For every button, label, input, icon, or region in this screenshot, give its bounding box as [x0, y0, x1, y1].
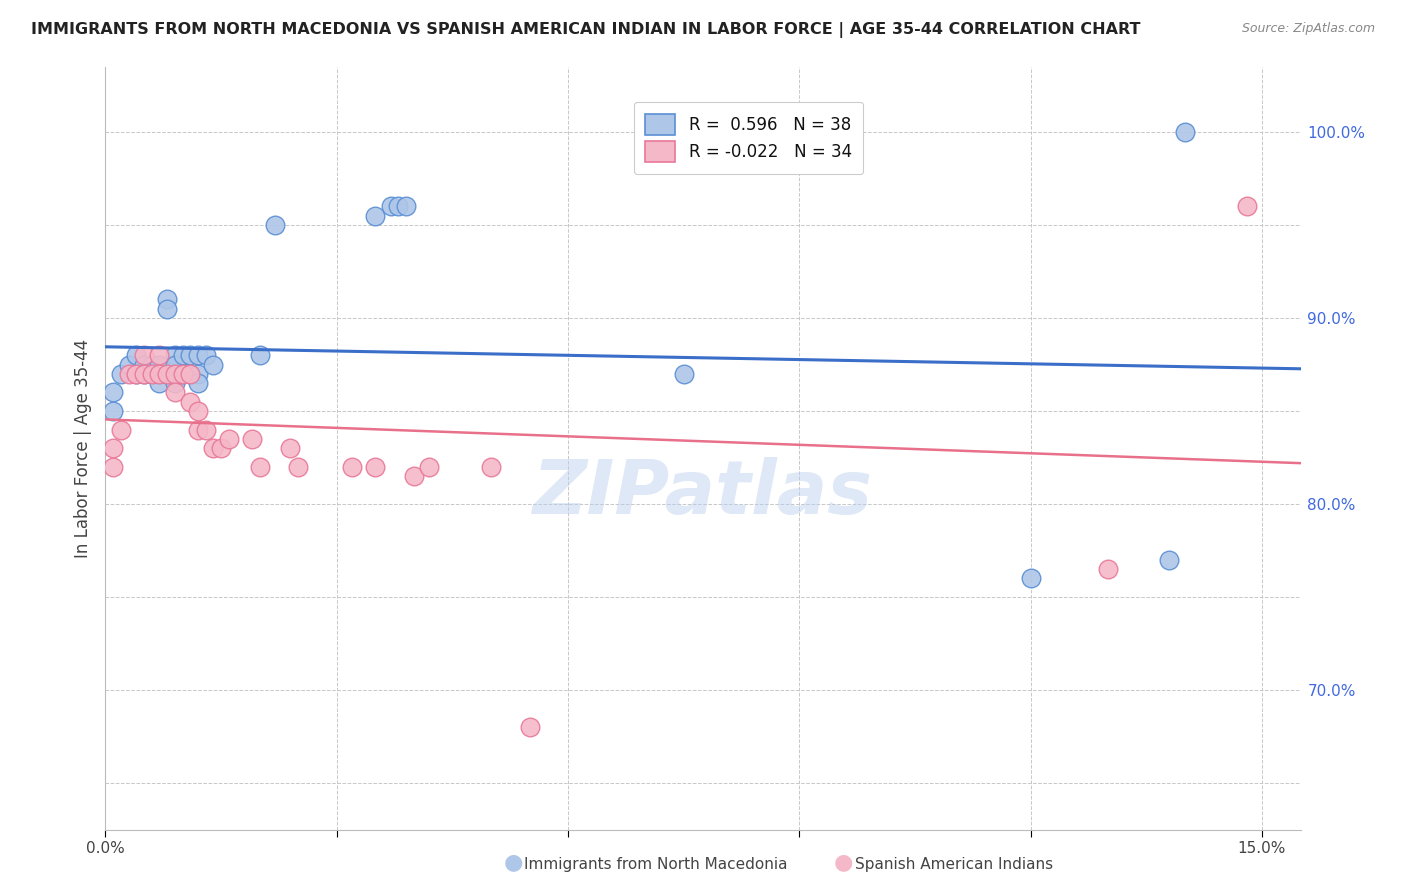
Point: [194, 348, 217, 362]
Point: [148, 367, 170, 381]
Point: [148, 376, 170, 391]
Point: [125, 348, 148, 362]
Point: [202, 441, 225, 455]
Point: [163, 358, 186, 372]
Point: [519, 720, 541, 734]
Point: [132, 348, 155, 362]
Point: [249, 348, 271, 362]
Point: [364, 459, 387, 474]
Point: [1019, 571, 1042, 585]
Point: [280, 441, 302, 455]
Point: [132, 358, 155, 372]
Point: [156, 301, 179, 316]
Text: ●: ●: [503, 853, 523, 872]
Point: [148, 358, 170, 372]
Point: [156, 293, 179, 307]
Point: [187, 404, 209, 418]
Point: [395, 199, 418, 213]
Point: [240, 432, 263, 446]
Point: [101, 459, 124, 474]
Text: Spanish American Indians: Spanish American Indians: [855, 857, 1053, 872]
Point: [418, 459, 440, 474]
Point: [141, 367, 163, 381]
Point: [125, 367, 148, 381]
Legend: R =  0.596   N = 38, R = -0.022   N = 34: R = 0.596 N = 38, R = -0.022 N = 34: [634, 102, 863, 174]
Point: [163, 376, 186, 391]
Point: [1174, 125, 1197, 139]
Point: [340, 459, 363, 474]
Point: [380, 199, 402, 213]
Text: IMMIGRANTS FROM NORTH MACEDONIA VS SPANISH AMERICAN INDIAN IN LABOR FORCE | AGE : IMMIGRANTS FROM NORTH MACEDONIA VS SPANI…: [31, 22, 1140, 38]
Point: [202, 358, 225, 372]
Point: [179, 367, 201, 381]
Point: [132, 367, 155, 381]
Point: [132, 367, 155, 381]
Point: [141, 358, 163, 372]
Point: [172, 367, 194, 381]
Point: [141, 367, 163, 381]
Text: Immigrants from North Macedonia: Immigrants from North Macedonia: [524, 857, 787, 872]
Point: [364, 209, 387, 223]
Point: [125, 367, 148, 381]
Point: [1097, 562, 1119, 576]
Point: [249, 459, 271, 474]
Point: [287, 459, 309, 474]
Point: [179, 394, 201, 409]
Point: [187, 367, 209, 381]
Point: [148, 348, 170, 362]
Point: [156, 367, 179, 381]
Point: [110, 367, 132, 381]
Text: ●: ●: [834, 853, 853, 872]
Point: [672, 367, 695, 381]
Point: [479, 459, 502, 474]
Point: [179, 367, 201, 381]
Point: [264, 218, 287, 232]
Point: [156, 367, 179, 381]
Y-axis label: In Labor Force | Age 35-44: In Labor Force | Age 35-44: [73, 339, 91, 558]
Point: [194, 423, 217, 437]
Point: [117, 358, 139, 372]
Point: [163, 348, 186, 362]
Point: [163, 367, 186, 381]
Point: [101, 404, 124, 418]
Point: [163, 385, 186, 400]
Point: [148, 367, 170, 381]
Point: [387, 199, 409, 213]
Point: [209, 441, 232, 455]
Point: [101, 441, 124, 455]
Point: [187, 423, 209, 437]
Point: [101, 385, 124, 400]
Point: [187, 376, 209, 391]
Point: [402, 469, 425, 483]
Point: [110, 423, 132, 437]
Point: [187, 348, 209, 362]
Text: Source: ZipAtlas.com: Source: ZipAtlas.com: [1241, 22, 1375, 36]
Point: [218, 432, 240, 446]
Point: [172, 367, 194, 381]
Point: [179, 348, 201, 362]
Point: [117, 367, 139, 381]
Text: ZIPatlas: ZIPatlas: [533, 458, 873, 531]
Point: [1236, 199, 1258, 213]
Point: [1159, 553, 1181, 567]
Point: [172, 348, 194, 362]
